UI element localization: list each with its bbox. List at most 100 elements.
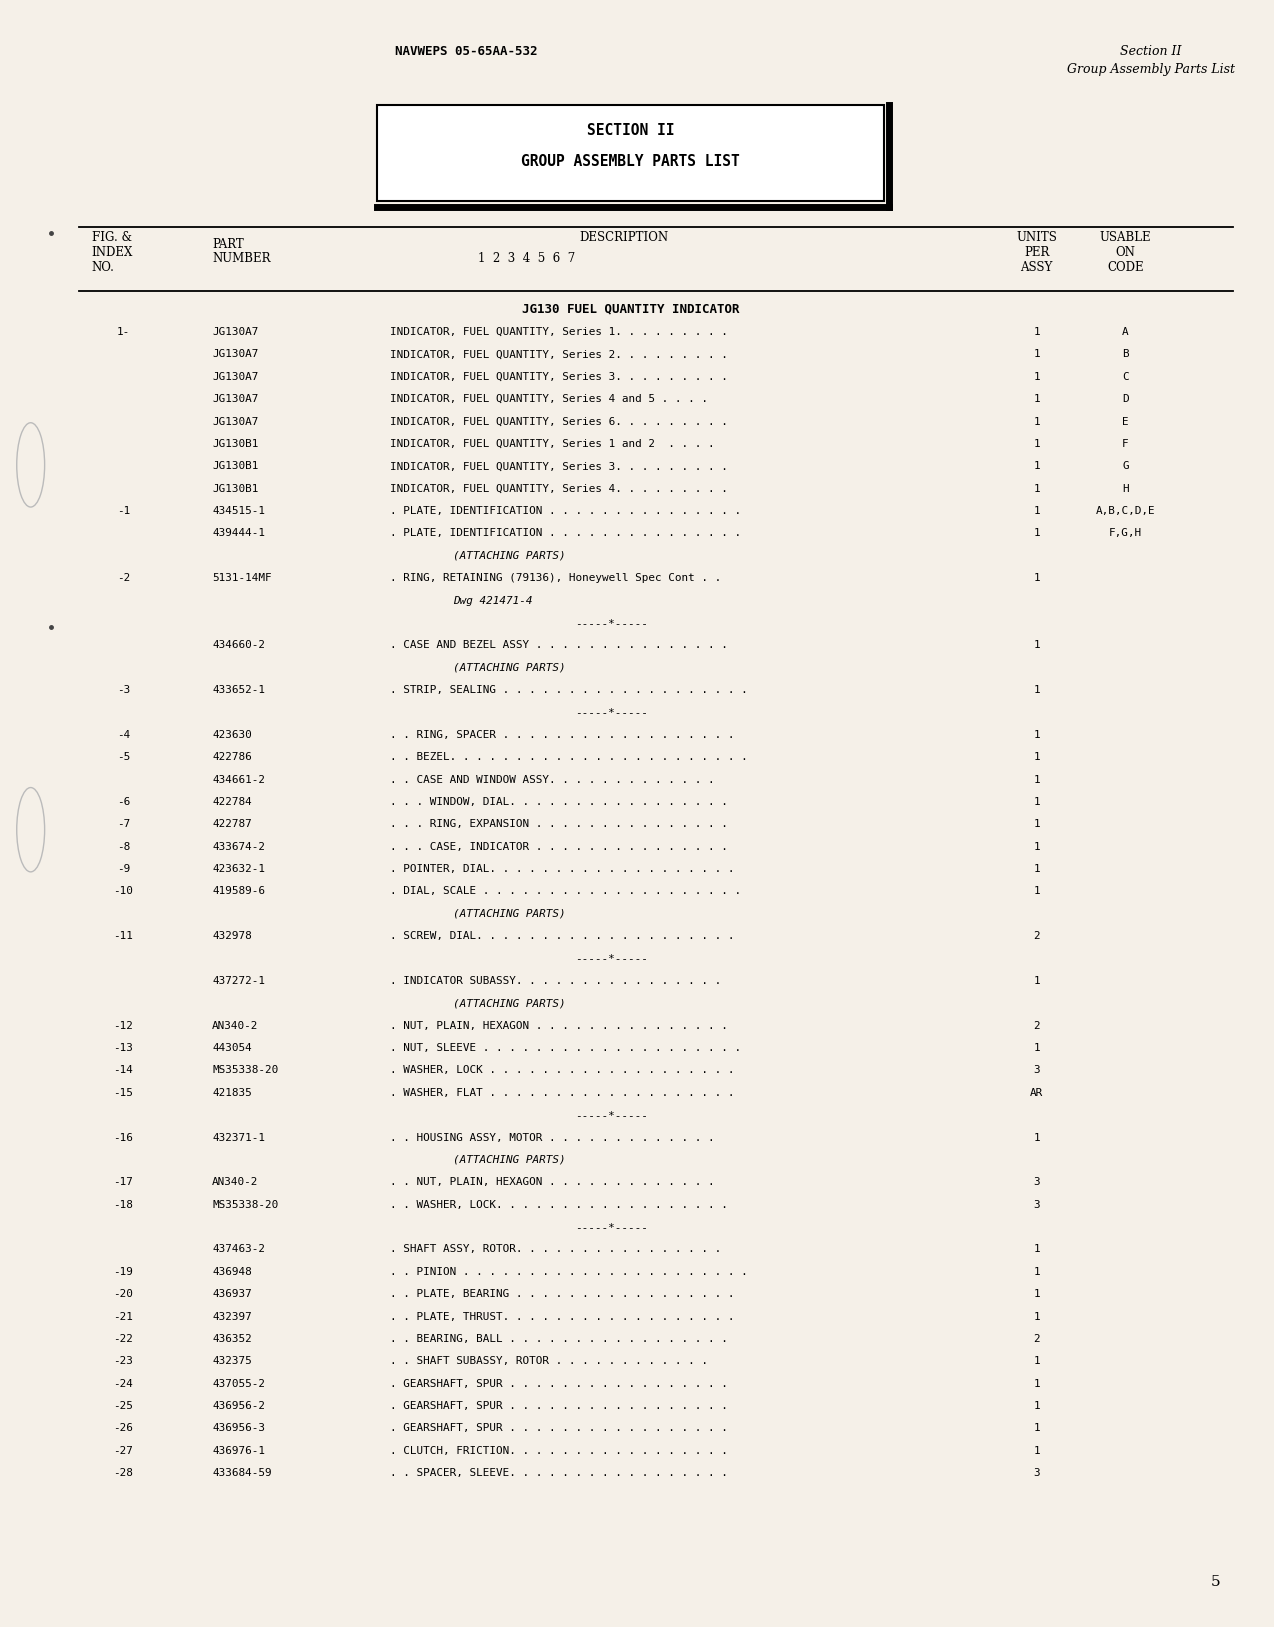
Text: UNITS: UNITS (1017, 231, 1057, 244)
Text: GROUP ASSEMBLY PARTS LIST: GROUP ASSEMBLY PARTS LIST (521, 153, 740, 169)
Text: (ATTACHING PARTS): (ATTACHING PARTS) (454, 909, 566, 919)
Text: -12: -12 (113, 1020, 134, 1032)
Text: -10: -10 (113, 887, 134, 896)
Text: 436956-2: 436956-2 (211, 1401, 265, 1411)
Text: . DIAL, SCALE . . . . . . . . . . . . . . . . . . . .: . DIAL, SCALE . . . . . . . . . . . . . … (390, 887, 740, 896)
Text: 422787: 422787 (211, 820, 252, 830)
Text: 1: 1 (1033, 1245, 1040, 1254)
Text: 5: 5 (1210, 1575, 1220, 1588)
Text: 1: 1 (1033, 327, 1040, 337)
Text: 1: 1 (1033, 350, 1040, 360)
Text: -6: -6 (117, 797, 130, 807)
Text: 437463-2: 437463-2 (211, 1245, 265, 1254)
Text: (ATTACHING PARTS): (ATTACHING PARTS) (454, 999, 566, 1009)
Text: 432375: 432375 (211, 1357, 252, 1367)
Text: 433652-1: 433652-1 (211, 685, 265, 695)
Text: 1: 1 (1033, 864, 1040, 874)
Text: F,G,H: F,G,H (1108, 529, 1142, 539)
Text: 439444-1: 439444-1 (211, 529, 265, 539)
Text: 1: 1 (1033, 976, 1040, 986)
Text: -26: -26 (113, 1424, 134, 1433)
Text: 1: 1 (1033, 483, 1040, 493)
Text: INDICATOR, FUEL QUANTITY, Series 6. . . . . . . . .: INDICATOR, FUEL QUANTITY, Series 6. . . … (390, 417, 727, 426)
Text: A,B,C,D,E: A,B,C,D,E (1096, 506, 1156, 516)
Text: 1: 1 (1033, 887, 1040, 896)
Text: -13: -13 (113, 1043, 134, 1053)
Text: 1: 1 (1033, 1446, 1040, 1456)
Text: . . CASE AND WINDOW ASSY. . . . . . . . . . . . .: . . CASE AND WINDOW ASSY. . . . . . . . … (390, 774, 715, 784)
Text: . . . WINDOW, DIAL. . . . . . . . . . . . . . . . .: . . . WINDOW, DIAL. . . . . . . . . . . … (390, 797, 727, 807)
Text: -17: -17 (113, 1178, 134, 1188)
Text: AN340-2: AN340-2 (211, 1178, 259, 1188)
Text: . . BEZEL. . . . . . . . . . . . . . . . . . . . . . .: . . BEZEL. . . . . . . . . . . . . . . .… (390, 752, 748, 761)
Text: . NUT, SLEEVE . . . . . . . . . . . . . . . . . . . .: . NUT, SLEEVE . . . . . . . . . . . . . … (390, 1043, 740, 1053)
Text: JG130A7: JG130A7 (211, 417, 259, 426)
Text: 3: 3 (1033, 1066, 1040, 1075)
Text: 1: 1 (1033, 641, 1040, 651)
Text: . . . CASE, INDICATOR . . . . . . . . . . . . . . .: . . . CASE, INDICATOR . . . . . . . . . … (390, 841, 727, 851)
Text: 1: 1 (1033, 373, 1040, 382)
Text: MS35338-20: MS35338-20 (211, 1066, 278, 1075)
Text: E: E (1122, 417, 1129, 426)
Text: 422786: 422786 (211, 752, 252, 761)
Text: B: B (1122, 350, 1129, 360)
Text: INDICATOR, FUEL QUANTITY, Series 4 and 5 . . . .: INDICATOR, FUEL QUANTITY, Series 4 and 5… (390, 394, 707, 403)
Text: USABLE: USABLE (1099, 231, 1152, 244)
Text: 432371-1: 432371-1 (211, 1132, 265, 1142)
Text: 1: 1 (1033, 1378, 1040, 1389)
Text: (ATTACHING PARTS): (ATTACHING PARTS) (454, 552, 566, 561)
Text: 436937: 436937 (211, 1289, 252, 1300)
Text: . PLATE, IDENTIFICATION . . . . . . . . . . . . . . .: . PLATE, IDENTIFICATION . . . . . . . . … (390, 506, 740, 516)
Text: 1: 1 (1033, 731, 1040, 740)
Text: . . NUT, PLAIN, HEXAGON . . . . . . . . . . . . .: . . NUT, PLAIN, HEXAGON . . . . . . . . … (390, 1178, 715, 1188)
Text: 1: 1 (1033, 417, 1040, 426)
Text: 2: 2 (1033, 1334, 1040, 1344)
Text: 423632-1: 423632-1 (211, 864, 265, 874)
Text: . . RING, SPACER . . . . . . . . . . . . . . . . . .: . . RING, SPACER . . . . . . . . . . . .… (390, 731, 734, 740)
Text: INDICATOR, FUEL QUANTITY, Series 1. . . . . . . . .: INDICATOR, FUEL QUANTITY, Series 1. . . … (390, 327, 727, 337)
Text: -----*-----: -----*----- (575, 1110, 648, 1121)
Text: 422784: 422784 (211, 797, 252, 807)
Text: 1: 1 (1033, 573, 1040, 582)
Text: 1: 1 (1033, 1357, 1040, 1367)
Text: 437055-2: 437055-2 (211, 1378, 265, 1389)
Text: NUMBER: NUMBER (211, 252, 270, 265)
Text: . WASHER, LOCK . . . . . . . . . . . . . . . . . . .: . WASHER, LOCK . . . . . . . . . . . . .… (390, 1066, 734, 1075)
Text: . INDICATOR SUBASSY. . . . . . . . . . . . . . . .: . INDICATOR SUBASSY. . . . . . . . . . .… (390, 976, 721, 986)
Text: -25: -25 (113, 1401, 134, 1411)
Text: 1: 1 (1033, 529, 1040, 539)
Text: 3: 3 (1033, 1199, 1040, 1210)
Text: 1: 1 (1033, 1401, 1040, 1411)
Text: PART: PART (211, 238, 243, 251)
Text: . . SHAFT SUBASSY, ROTOR . . . . . . . . . . . .: . . SHAFT SUBASSY, ROTOR . . . . . . . .… (390, 1357, 707, 1367)
Text: 432978: 432978 (211, 931, 252, 940)
Text: FIG. &: FIG. & (92, 231, 131, 244)
Text: 2: 2 (1033, 1020, 1040, 1032)
Text: (ATTACHING PARTS): (ATTACHING PARTS) (454, 662, 566, 672)
Text: INDEX: INDEX (92, 246, 132, 259)
Text: -16: -16 (113, 1132, 134, 1142)
Text: -18: -18 (113, 1199, 134, 1210)
Text: AR: AR (1029, 1088, 1043, 1098)
Text: . CASE AND BEZEL ASSY . . . . . . . . . . . . . . .: . CASE AND BEZEL ASSY . . . . . . . . . … (390, 641, 727, 651)
FancyBboxPatch shape (377, 104, 884, 200)
Text: 1: 1 (1033, 1267, 1040, 1277)
Text: -----*-----: -----*----- (575, 953, 648, 963)
Text: 1: 1 (1033, 752, 1040, 761)
Text: . RING, RETAINING (79136), Honeywell Spec Cont . .: . RING, RETAINING (79136), Honeywell Spe… (390, 573, 721, 582)
Text: -15: -15 (113, 1088, 134, 1098)
Text: -22: -22 (113, 1334, 134, 1344)
Text: (ATTACHING PARTS): (ATTACHING PARTS) (454, 1155, 566, 1165)
Text: 434515-1: 434515-1 (211, 506, 265, 516)
Text: INDICATOR, FUEL QUANTITY, Series 3. . . . . . . . .: INDICATOR, FUEL QUANTITY, Series 3. . . … (390, 462, 727, 472)
Text: 434660-2: 434660-2 (211, 641, 265, 651)
Text: ASSY: ASSY (1020, 260, 1052, 273)
Text: INDICATOR, FUEL QUANTITY, Series 4. . . . . . . . .: INDICATOR, FUEL QUANTITY, Series 4. . . … (390, 483, 727, 493)
Text: 437272-1: 437272-1 (211, 976, 265, 986)
Text: SECTION II: SECTION II (587, 122, 674, 138)
Text: -4: -4 (117, 731, 130, 740)
Text: . . PLATE, THRUST. . . . . . . . . . . . . . . . . .: . . PLATE, THRUST. . . . . . . . . . . .… (390, 1311, 734, 1321)
Text: -9: -9 (117, 864, 130, 874)
Text: JG130A7: JG130A7 (211, 327, 259, 337)
Text: . . . RING, EXPANSION . . . . . . . . . . . . . . .: . . . RING, EXPANSION . . . . . . . . . … (390, 820, 727, 830)
